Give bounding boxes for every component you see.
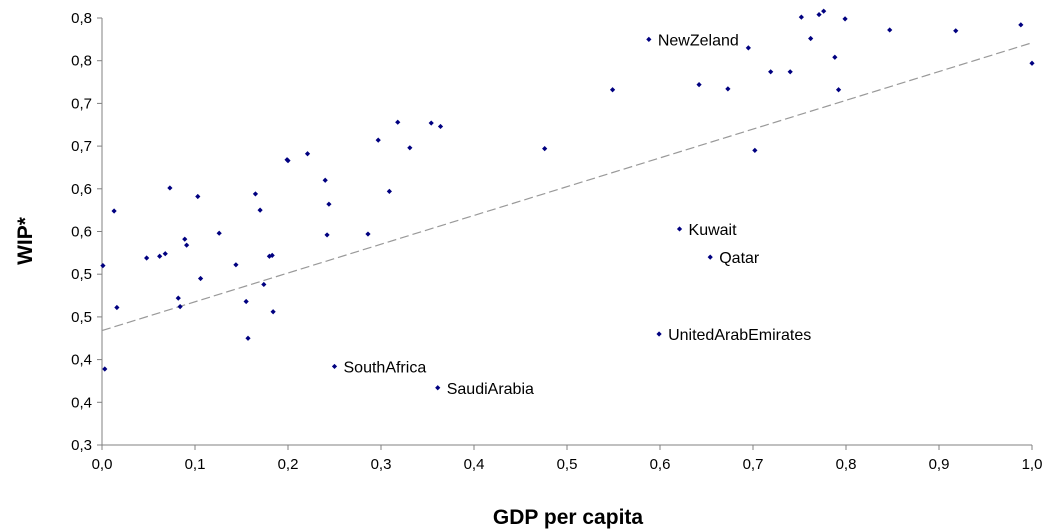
data-point bbox=[887, 27, 893, 33]
x-tick-label: 0,1 bbox=[185, 456, 206, 473]
x-tick-label: 0,8 bbox=[836, 456, 857, 473]
data-point bbox=[375, 137, 381, 143]
data-point bbox=[798, 14, 804, 20]
data-point bbox=[676, 226, 683, 232]
data-point bbox=[752, 147, 758, 153]
data-point bbox=[1029, 60, 1035, 66]
x-tick-label: 0,9 bbox=[929, 456, 950, 473]
data-point bbox=[395, 119, 401, 125]
data-point bbox=[252, 191, 259, 197]
data-point bbox=[144, 255, 150, 261]
data-point bbox=[696, 82, 702, 88]
data-point bbox=[326, 201, 332, 207]
data-point bbox=[365, 231, 371, 237]
data-point bbox=[270, 309, 276, 315]
y-tick-label: 0,4 bbox=[71, 394, 92, 411]
point-annotation: SaudiArabia bbox=[447, 381, 534, 398]
y-axis-title: WIP* bbox=[14, 216, 37, 265]
data-point bbox=[261, 281, 267, 288]
data-point bbox=[216, 230, 222, 236]
y-tick-label: 0,5 bbox=[71, 309, 92, 326]
data-point bbox=[111, 208, 117, 214]
y-tick-label: 0,5 bbox=[71, 266, 92, 283]
x-tick-label: 0,4 bbox=[464, 456, 485, 473]
data-point bbox=[102, 366, 108, 372]
data-point bbox=[835, 87, 842, 93]
data-point bbox=[167, 185, 173, 191]
data-point bbox=[832, 54, 838, 60]
data-point bbox=[428, 120, 434, 126]
data-point bbox=[407, 145, 413, 151]
data-point bbox=[1018, 22, 1024, 28]
data-point bbox=[100, 263, 106, 269]
data-point bbox=[324, 232, 330, 238]
plot-area: 0,3 0,4 0,4 0,5 0,5 0,6 0,6 0,7 0,7 0,8 0,8 0,0 0,1 0… bbox=[71, 8, 1043, 473]
x-tick-label: 1,0 bbox=[1022, 456, 1043, 473]
data-point bbox=[266, 253, 272, 259]
y-tick-label: 0,8 bbox=[71, 10, 92, 27]
x-tick-label: 0,6 bbox=[650, 456, 671, 473]
point-annotation: UnitedArabEmirates bbox=[668, 327, 811, 344]
data-point bbox=[707, 254, 713, 260]
y-tick-label: 0,7 bbox=[71, 95, 92, 112]
data-point bbox=[285, 158, 291, 164]
data-point bbox=[233, 262, 239, 268]
data-point bbox=[195, 193, 201, 200]
point-annotation: Qatar bbox=[719, 250, 760, 267]
data-point bbox=[322, 177, 328, 183]
data-point bbox=[304, 151, 311, 157]
y-tick-label: 0,6 bbox=[71, 224, 92, 241]
point-annotation: NewZeland bbox=[658, 32, 739, 49]
x-tick-label: 0,5 bbox=[557, 456, 578, 473]
point-annotation: Kuwait bbox=[689, 222, 738, 239]
data-point bbox=[243, 298, 249, 305]
data-point bbox=[437, 123, 444, 130]
data-point bbox=[542, 146, 548, 152]
data-point bbox=[656, 331, 662, 337]
y-tick-label: 0,6 bbox=[71, 181, 92, 198]
y-tick-label: 0,4 bbox=[71, 352, 92, 369]
data-point bbox=[386, 188, 392, 194]
data-point bbox=[787, 69, 793, 75]
data-point bbox=[725, 86, 731, 92]
data-point bbox=[269, 252, 275, 259]
data-point bbox=[177, 304, 183, 310]
data-point bbox=[842, 16, 848, 22]
y-tick-label: 0,8 bbox=[71, 53, 92, 70]
y-tick-label: 0,7 bbox=[71, 138, 92, 155]
data-point bbox=[162, 251, 168, 257]
data-point bbox=[646, 36, 652, 42]
trendline bbox=[101, 42, 1033, 332]
data-point bbox=[816, 11, 822, 18]
x-tick-label: 0,7 bbox=[743, 456, 764, 473]
data-point bbox=[245, 335, 251, 341]
data-point bbox=[768, 69, 774, 75]
data-point bbox=[182, 236, 188, 242]
data-point bbox=[808, 35, 814, 42]
point-annotation: SouthAfrica bbox=[344, 359, 427, 376]
data-point bbox=[184, 242, 190, 248]
x-axis-title: GDP per capita bbox=[493, 506, 643, 529]
x-tick-label: 0,0 bbox=[92, 456, 113, 473]
data-point bbox=[821, 8, 827, 14]
data-point bbox=[609, 87, 616, 93]
data-point bbox=[197, 275, 204, 282]
data-point bbox=[114, 304, 120, 311]
data-point bbox=[745, 45, 751, 51]
y-tick-label: 0,3 bbox=[71, 437, 92, 454]
data-point bbox=[257, 207, 263, 213]
data-point bbox=[157, 253, 163, 259]
data-point bbox=[435, 385, 441, 391]
data-point bbox=[175, 295, 181, 301]
data-point bbox=[331, 363, 338, 370]
x-tick-label: 0,3 bbox=[371, 456, 392, 473]
x-tick-label: 0,2 bbox=[278, 456, 299, 473]
data-point bbox=[953, 28, 959, 34]
